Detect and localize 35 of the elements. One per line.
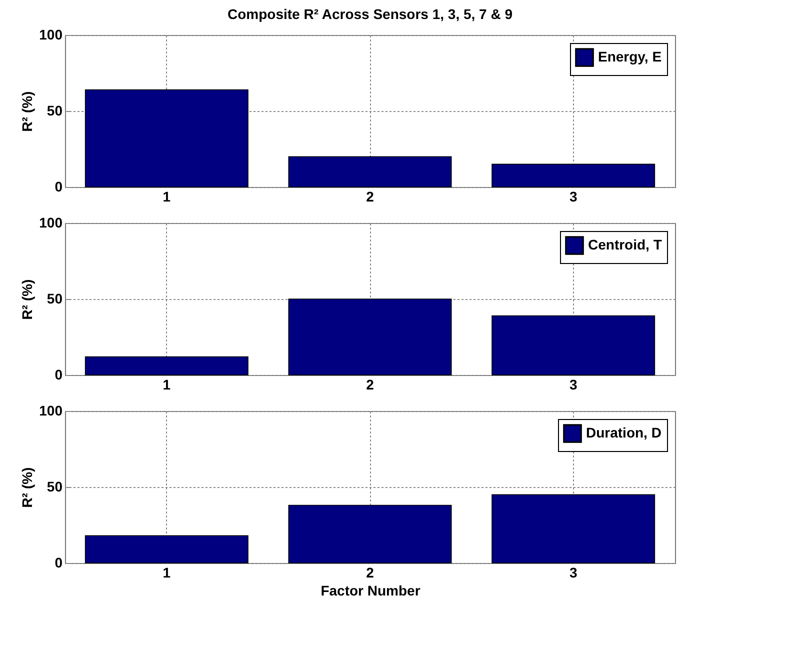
y-tick-label: 50 <box>46 478 63 494</box>
legend-label: Energy, E <box>598 48 662 64</box>
y-tick-label: 0 <box>54 178 63 194</box>
bar <box>288 298 452 376</box>
x-tick-label: 3 <box>569 188 578 204</box>
y-tick-label: 50 <box>46 290 63 306</box>
y-axis-title: R² (%) <box>19 279 36 320</box>
bar <box>492 315 656 376</box>
y-tick-label: 0 <box>54 554 63 570</box>
x-tick-label: 2 <box>366 188 374 204</box>
y-axis-title: R² (%) <box>19 467 36 508</box>
x-tick-label: 2 <box>366 376 374 392</box>
x-tick-label: 1 <box>162 376 171 392</box>
y-axis-title: R² (%) <box>19 91 36 132</box>
y-tick-label: 0 <box>54 366 63 382</box>
bar <box>492 164 656 188</box>
bar <box>84 356 248 376</box>
x-tick-label: 3 <box>569 564 578 580</box>
x-tick-label: 1 <box>162 564 171 580</box>
x-tick-label: 1 <box>162 188 171 204</box>
y-tick-label: 100 <box>39 214 63 230</box>
bar <box>84 89 248 188</box>
chart-title: Composite R² Across Sensors 1, 3, 5, 7 & 9 <box>227 6 513 22</box>
legend-label: Duration, D <box>586 424 662 440</box>
y-tick-label: 100 <box>39 26 63 42</box>
bar <box>288 156 452 188</box>
x-tick-label: 2 <box>366 564 374 580</box>
x-axis-title: Factor Number <box>320 582 421 598</box>
bar <box>492 494 656 564</box>
legend-label: Centroid, T <box>588 236 662 252</box>
x-tick-label: 3 <box>569 376 578 392</box>
y-tick-label: 100 <box>39 402 63 418</box>
bar <box>84 535 248 564</box>
y-tick-label: 50 <box>46 102 63 118</box>
bar <box>288 504 452 564</box>
